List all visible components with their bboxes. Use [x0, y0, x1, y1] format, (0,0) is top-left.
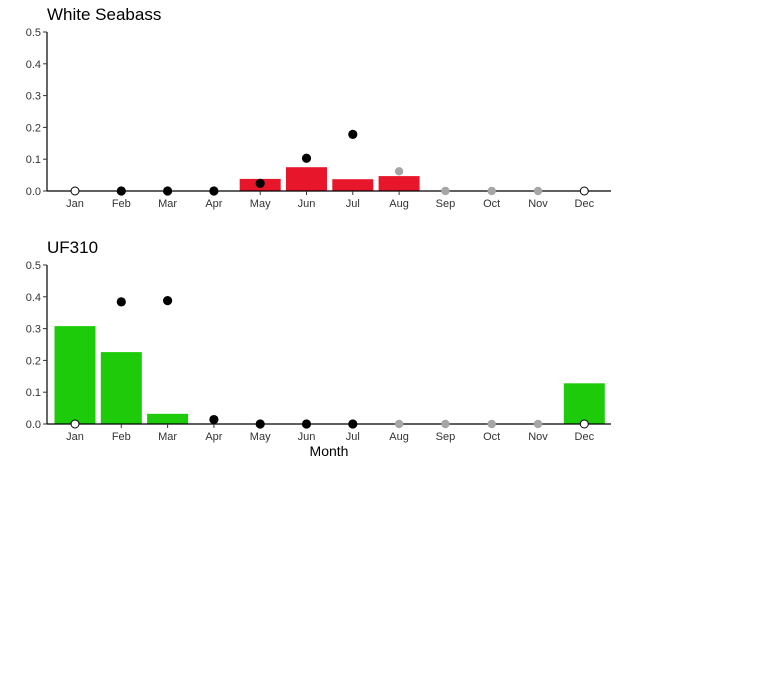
- bar-mar: [147, 413, 189, 424]
- point-oct: [487, 186, 496, 196]
- point-jul: [348, 419, 358, 429]
- panel-uf310: UF310 0.0 0.1 0.2 0.3 0.4 0.5 Jan Feb Mar Apr May Ju…: [26, 238, 611, 459]
- y-tick-label: 0.0: [26, 419, 41, 431]
- point-jan: [70, 186, 80, 196]
- point-apr: [209, 186, 219, 196]
- point-jun: [301, 153, 312, 163]
- x-tick-label-jan: Jan: [66, 431, 84, 443]
- point-jun: [301, 419, 312, 429]
- x-tick-label-aug: Aug: [389, 431, 409, 443]
- bar-feb: [100, 352, 142, 424]
- y-tick-label: 0.0: [26, 186, 41, 198]
- y-tick-label: 0.1: [26, 387, 41, 399]
- x-tick-label-may: May: [250, 198, 271, 210]
- chart-title: UF310: [47, 238, 98, 257]
- point-feb: [116, 186, 126, 196]
- point-mar: [163, 296, 173, 306]
- x-tick-label-feb: Feb: [112, 431, 131, 443]
- bar-dec: [563, 383, 605, 424]
- point-apr: [209, 414, 219, 425]
- bar-jun: [286, 167, 327, 191]
- chart-title: White Seabass: [47, 5, 161, 24]
- x-tick-label-oct: Oct: [483, 431, 500, 443]
- y-tick-label: 0.1: [26, 154, 41, 166]
- x-tick-label-apr: Apr: [205, 198, 222, 210]
- x-tick-label-oct: Oct: [483, 198, 500, 210]
- point-dec: [579, 186, 589, 196]
- x-tick-label-jul: Jul: [346, 198, 360, 210]
- y-tick-label: 0.5: [26, 260, 41, 272]
- y-tick-label: 0.4: [26, 59, 41, 71]
- bar-jan: [54, 326, 96, 424]
- x-tick-label-aug: Aug: [389, 198, 409, 210]
- point-jan: [70, 419, 80, 429]
- point-may: [255, 178, 265, 188]
- x-tick-label-sep: Sep: [436, 198, 456, 210]
- point-sep: [441, 186, 450, 196]
- point-aug: [394, 419, 404, 429]
- point-jul: [348, 129, 358, 139]
- y-tick-label: 0.5: [26, 27, 41, 39]
- panel-white-seabass: White Seabass 0.0 0.1 0.2 0.3 0.4 0.5 Jan Feb Mar…: [26, 5, 611, 210]
- y-tick-label: 0.2: [26, 122, 41, 134]
- x-tick-label-dec: Dec: [575, 198, 595, 210]
- x-tick-label-jul: Jul: [346, 431, 360, 443]
- bar-jul: [332, 179, 374, 191]
- point-may: [255, 419, 265, 429]
- bar-aug: [378, 176, 420, 191]
- x-tick-label-nov: Nov: [528, 431, 548, 443]
- x-tick-label-jan: Jan: [66, 198, 84, 210]
- point-aug: [394, 167, 404, 176]
- x-tick-label-feb: Feb: [112, 198, 131, 210]
- point-feb: [116, 297, 126, 307]
- x-axis-label: Month: [310, 443, 349, 459]
- point-nov: [533, 419, 543, 429]
- x-tick-label-jun: Jun: [298, 431, 316, 443]
- x-tick-label-nov: Nov: [528, 198, 548, 210]
- point-dec: [579, 419, 589, 429]
- x-tick-label-jun: Jun: [298, 198, 316, 210]
- x-tick-label-may: May: [250, 431, 271, 443]
- point-nov: [533, 186, 543, 196]
- point-oct: [487, 419, 496, 429]
- y-tick-label: 0.2: [26, 355, 41, 367]
- x-tick-label-dec: Dec: [575, 431, 595, 443]
- x-tick-label-mar: Mar: [158, 431, 177, 443]
- point-sep: [441, 419, 450, 429]
- x-tick-label-apr: Apr: [205, 431, 222, 443]
- point-mar: [163, 186, 173, 196]
- y-tick-label: 0.3: [26, 91, 41, 103]
- y-tick-label: 0.4: [26, 292, 41, 304]
- x-tick-label-sep: Sep: [436, 431, 456, 443]
- y-tick-label: 0.3: [26, 324, 41, 336]
- x-tick-label-mar: Mar: [158, 198, 177, 210]
